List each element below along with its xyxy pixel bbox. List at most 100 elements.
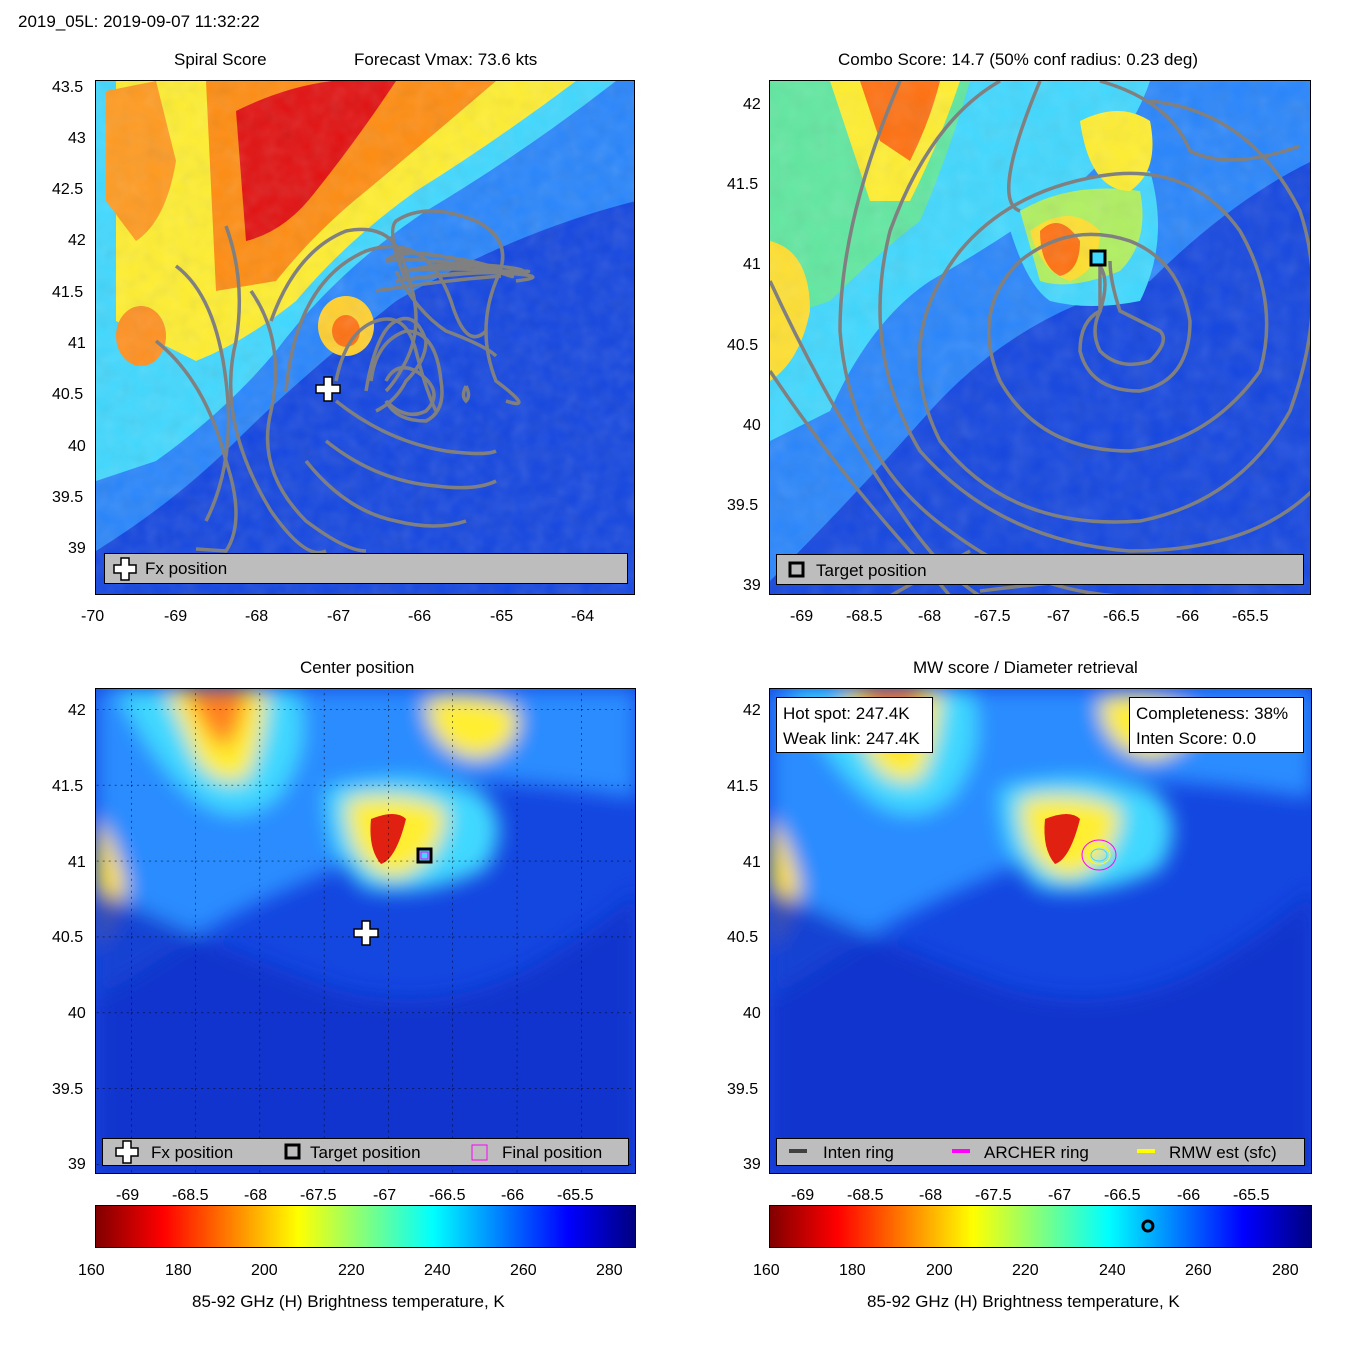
mw-info-hotspot: Hot spot: 247.4K Weak link: 247.4K bbox=[776, 697, 933, 753]
fx-position-icon bbox=[113, 557, 137, 581]
x-tick: -68.5 bbox=[172, 1187, 209, 1204]
y-tick: 43 bbox=[68, 130, 86, 147]
x-tick: -64 bbox=[571, 608, 595, 625]
y-tick: 41 bbox=[743, 854, 761, 871]
colorbar-tick: 200 bbox=[926, 1262, 953, 1279]
y-tick: 39 bbox=[743, 577, 761, 594]
x-tick: -68.5 bbox=[846, 608, 883, 625]
mw-heatmap bbox=[770, 689, 1311, 1173]
colorbar-tick: 260 bbox=[1185, 1262, 1212, 1279]
colorbar-tick: 260 bbox=[510, 1262, 537, 1279]
x-tick: -66.5 bbox=[1103, 608, 1140, 625]
center-legend-fx-label: Fx position bbox=[151, 1143, 234, 1162]
y-tick: 40 bbox=[743, 417, 761, 434]
y-tick: 40 bbox=[68, 1005, 86, 1022]
inten-score-text: Inten Score: 0.0 bbox=[1136, 729, 1257, 748]
spiral-legend-fx-label: Fx position bbox=[145, 559, 228, 578]
weak-link-text: Weak link: 247.4K bbox=[783, 729, 920, 748]
colorbar-right bbox=[769, 1205, 1312, 1248]
x-tick: -66.5 bbox=[1104, 1187, 1141, 1204]
spiral-heatmap bbox=[96, 81, 634, 594]
combo-legend: Target position bbox=[776, 554, 1304, 585]
x-tick: -67 bbox=[373, 1187, 397, 1204]
center-legend-target-label: Target position bbox=[310, 1143, 421, 1162]
x-tick: -67 bbox=[327, 608, 351, 625]
x-tick: -69 bbox=[791, 1187, 815, 1204]
y-tick: 42.5 bbox=[52, 181, 84, 198]
y-tick: 39 bbox=[68, 540, 86, 557]
y-tick: 41 bbox=[68, 854, 86, 871]
x-tick: -70 bbox=[81, 608, 105, 625]
y-tick: 40.5 bbox=[727, 929, 759, 946]
colorbar-tick: 160 bbox=[753, 1262, 780, 1279]
x-tick: -67 bbox=[1048, 1187, 1072, 1204]
y-tick: 41 bbox=[68, 335, 86, 352]
target-position-icon bbox=[788, 561, 805, 578]
combo-score-plot: Target position bbox=[769, 80, 1311, 595]
combo-legend-target-label: Target position bbox=[816, 561, 927, 580]
x-tick: -67.5 bbox=[974, 608, 1011, 625]
mw-info-completeness: Completeness: 38% Inten Score: 0.0 bbox=[1129, 697, 1304, 753]
center-heatmap bbox=[96, 689, 635, 1173]
mw-legend-archer-label: ARCHER ring bbox=[984, 1143, 1089, 1162]
colorbar-tick: 240 bbox=[1099, 1262, 1126, 1279]
colorbar-tick: 220 bbox=[1012, 1262, 1039, 1279]
x-tick: -65.5 bbox=[557, 1187, 594, 1204]
target-position-icon bbox=[284, 1143, 301, 1160]
x-tick: -66 bbox=[1176, 608, 1200, 625]
inten-ring-icon bbox=[789, 1149, 807, 1153]
y-tick: 40 bbox=[743, 1005, 761, 1022]
x-tick: -65.5 bbox=[1232, 608, 1269, 625]
spiral-title: Spiral Score bbox=[174, 50, 267, 69]
x-tick: -65.5 bbox=[1233, 1187, 1270, 1204]
y-tick: 39.5 bbox=[727, 1081, 759, 1098]
y-tick: 41 bbox=[743, 256, 761, 273]
y-tick: 41.5 bbox=[727, 778, 759, 795]
hot-spot-text: Hot spot: 247.4K bbox=[783, 704, 910, 723]
x-tick: -68 bbox=[245, 608, 269, 625]
y-tick: 39.5 bbox=[52, 1081, 84, 1098]
colorbar-tick: 220 bbox=[338, 1262, 365, 1279]
x-tick: -66.5 bbox=[429, 1187, 466, 1204]
y-tick: 39 bbox=[743, 1156, 761, 1173]
final-position-icon bbox=[471, 1144, 488, 1161]
y-tick: 39.5 bbox=[727, 497, 759, 514]
spiral-fx-marker bbox=[315, 376, 341, 402]
center-position-plot: Fx position Target position Final positi… bbox=[95, 688, 636, 1174]
colorbar-tick: 180 bbox=[165, 1262, 192, 1279]
figure-title: 2019_05L: 2019-09-07 11:32:22 bbox=[18, 12, 260, 31]
y-tick: 39 bbox=[68, 1156, 86, 1173]
colorbar-right-label: 85-92 GHz (H) Brightness temperature, K bbox=[867, 1292, 1180, 1311]
x-tick: -68.5 bbox=[847, 1187, 884, 1204]
x-tick: -65 bbox=[490, 608, 514, 625]
center-legend-final-label: Final position bbox=[502, 1143, 603, 1162]
x-tick: -68 bbox=[244, 1187, 268, 1204]
x-tick: -69 bbox=[790, 608, 814, 625]
colorbar-tick: 200 bbox=[251, 1262, 278, 1279]
mw-title: MW score / Diameter retrieval bbox=[913, 658, 1138, 677]
x-tick: -68 bbox=[919, 1187, 943, 1204]
colorbar-tick: 280 bbox=[596, 1262, 623, 1279]
x-tick: -67.5 bbox=[300, 1187, 337, 1204]
completeness-text: Completeness: 38% bbox=[1136, 704, 1289, 723]
y-tick: 42 bbox=[68, 232, 86, 249]
y-tick: 41.5 bbox=[52, 284, 84, 301]
y-tick: 43.5 bbox=[52, 79, 84, 96]
y-tick: 40.5 bbox=[52, 929, 84, 946]
mw-legend-inten-label: Inten ring bbox=[823, 1143, 894, 1162]
x-tick: -66 bbox=[408, 608, 432, 625]
y-tick: 39.5 bbox=[52, 489, 84, 506]
mw-legend: Inten ring ARCHER ring RMW est (sfc) bbox=[776, 1138, 1305, 1166]
rmw-est-icon bbox=[1137, 1149, 1155, 1153]
x-tick: -66 bbox=[1177, 1187, 1201, 1204]
mw-score-plot: Hot spot: 247.4K Weak link: 247.4K Compl… bbox=[769, 688, 1312, 1174]
y-tick: 40 bbox=[68, 438, 86, 455]
spiral-vmax-title: Forecast Vmax: 73.6 kts bbox=[354, 50, 538, 69]
x-tick: -69 bbox=[116, 1187, 140, 1204]
x-tick: -69 bbox=[164, 608, 188, 625]
colorbar-hotspot-marker bbox=[1141, 1219, 1155, 1233]
center-title: Center position bbox=[300, 658, 415, 677]
y-tick: 40.5 bbox=[727, 337, 759, 354]
y-tick: 42 bbox=[68, 702, 86, 719]
mw-archer-ring bbox=[1081, 839, 1117, 871]
